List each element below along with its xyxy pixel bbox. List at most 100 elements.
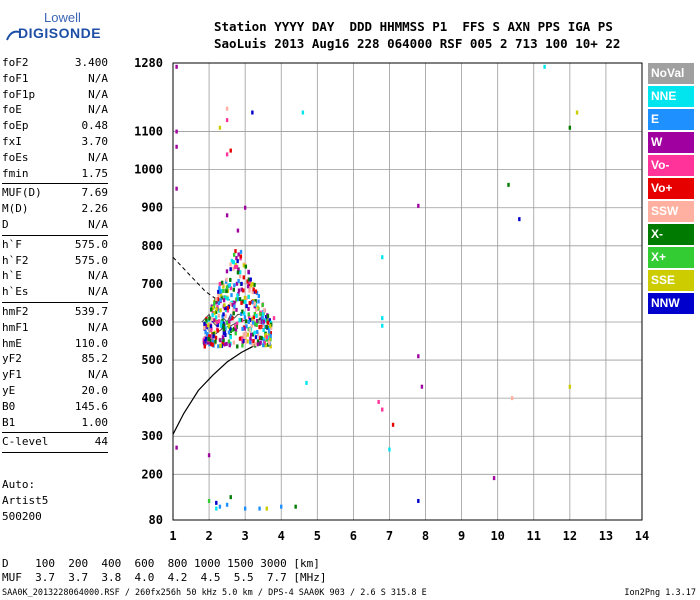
echo-point-vo-: [231, 316, 234, 321]
echo-point-x-: [236, 270, 240, 275]
param-value: 85.2: [81, 352, 109, 366]
param-value: N/A: [88, 87, 108, 101]
auto-program: Artist5: [2, 494, 49, 507]
echo-point-x-: [255, 323, 258, 328]
echo-point-vo-: [258, 336, 262, 341]
echo-point-w: [235, 256, 238, 261]
legend-item-vo-: Vo+: [648, 178, 694, 199]
echo-point-ssw: [217, 313, 221, 318]
echo-point-w: [222, 298, 226, 303]
echo-point-w: [249, 332, 253, 337]
echo-point-nne: [247, 294, 250, 299]
echo-point-x-: [236, 344, 239, 349]
y-tick-label: 900: [141, 201, 163, 215]
echo-point-nnw: [417, 498, 420, 503]
echo-point-sse: [226, 288, 229, 293]
echo-point-vo-: [216, 297, 220, 302]
echo-point-e: [258, 506, 261, 511]
echo-point-nnw: [209, 324, 213, 329]
echo-point-x-: [244, 319, 248, 324]
param-row: h`F2 575.0: [2, 253, 108, 269]
echo-point-x-: [232, 326, 236, 331]
polarization-legend: NoVal NNE E W Vo- Vo+ SSW X- X+ SSE NNW: [648, 63, 694, 316]
param-name: hmE: [2, 336, 22, 350]
muf-value-row: MUF 3.7 3.7 3.8 4.0 4.2 4.5 5.5 7.7 [MHz…: [2, 571, 327, 584]
echo-point-vo-: [225, 152, 229, 157]
virtual-height-trace: [172, 342, 259, 435]
echo-point-w: [237, 252, 240, 257]
echo-point-sse: [219, 308, 222, 313]
param-value: N/A: [88, 217, 108, 231]
echo-point-x-: [294, 504, 297, 509]
echo-point-e: [240, 311, 243, 316]
echo-point-sse: [568, 384, 572, 389]
echo-point-vo-: [239, 254, 243, 259]
echo-point-e: [217, 344, 220, 349]
y-tick-label: 800: [141, 239, 163, 253]
echo-point-vo-: [269, 331, 273, 336]
echo-point-x-: [232, 252, 236, 257]
echo-point-vo-: [211, 310, 214, 315]
echo-point-nne: [230, 258, 234, 263]
param-value: N/A: [88, 368, 108, 382]
param-row: yF2 85.2: [2, 351, 108, 367]
legend-item-x-: X-: [648, 224, 694, 245]
echo-point-e: [237, 297, 240, 302]
param-name: fmin: [2, 166, 29, 180]
echo-point-x-: [238, 297, 242, 302]
echo-point-w: [207, 453, 211, 458]
echo-point-vo-: [203, 344, 206, 349]
echo-point-x-: [231, 327, 234, 332]
echo-point-nne: [232, 260, 236, 265]
param-value: 20.0: [81, 383, 109, 397]
echo-point-w: [225, 213, 229, 218]
echo-point-ssw: [232, 306, 235, 311]
echo-point-x-: [212, 331, 215, 336]
param-row: fxI 3.70: [2, 134, 108, 150]
echo-point-ssw: [251, 342, 254, 347]
echo-point-nne: [218, 308, 221, 313]
x-tick-label: 10: [490, 529, 504, 543]
muf-distance-row: D 100 200 400 600 800 1000 1500 3000 [km…: [2, 557, 320, 570]
param-value: 145.6: [74, 399, 108, 413]
echo-point-sse: [264, 332, 268, 337]
echo-point-w: [204, 323, 208, 328]
param-name: hmF2: [2, 304, 29, 318]
param-value: 3.70: [81, 134, 109, 148]
legend-item-sse: SSE: [648, 270, 694, 291]
file-info-footer: SAA0K_2013228064000.RSF / 260fx256h 50 k…: [2, 588, 427, 598]
echo-point-w: [246, 284, 250, 289]
param-name: h`E: [2, 269, 22, 283]
param-name: foE: [2, 103, 22, 117]
param-value: 110.0: [74, 336, 108, 350]
echo-point-nnw: [251, 110, 254, 115]
echo-point-nnw: [203, 321, 206, 326]
echo-point-nne: [238, 270, 242, 275]
echo-point-vo-: [209, 328, 212, 333]
echo-point-e: [280, 504, 283, 509]
echo-point-noval: [207, 327, 211, 332]
param-name: hmF1: [2, 320, 29, 334]
echo-point-nne: [229, 335, 232, 340]
y-tick-label: 80: [149, 513, 163, 527]
echo-point-ssw: [250, 323, 253, 328]
param-value: N/A: [88, 269, 108, 283]
echo-point-vo-: [242, 275, 245, 280]
echo-point-nne: [261, 312, 265, 317]
echo-point-vo-: [221, 341, 224, 346]
echo-point-sse: [243, 295, 247, 300]
echo-point-nnw: [248, 317, 252, 322]
param-row: D N/A: [2, 217, 108, 233]
echo-point-ssw: [232, 340, 236, 345]
echo-point-nnw: [240, 281, 243, 286]
param-separator: [2, 301, 108, 303]
echo-point-x-: [207, 498, 211, 503]
echo-point-w: [417, 354, 420, 359]
echo-point-w: [237, 267, 240, 272]
param-name: yF1: [2, 368, 22, 382]
parameter-panel: foF2 3.400 foF1 N/A foF1p N/A foE N/A foEp 0.48 fx…: [2, 55, 108, 454]
legend-item-vo-: Vo-: [648, 155, 694, 176]
echo-point-vo-: [229, 286, 233, 291]
echo-point-nnw: [204, 336, 208, 341]
echo-point-w: [260, 320, 263, 325]
